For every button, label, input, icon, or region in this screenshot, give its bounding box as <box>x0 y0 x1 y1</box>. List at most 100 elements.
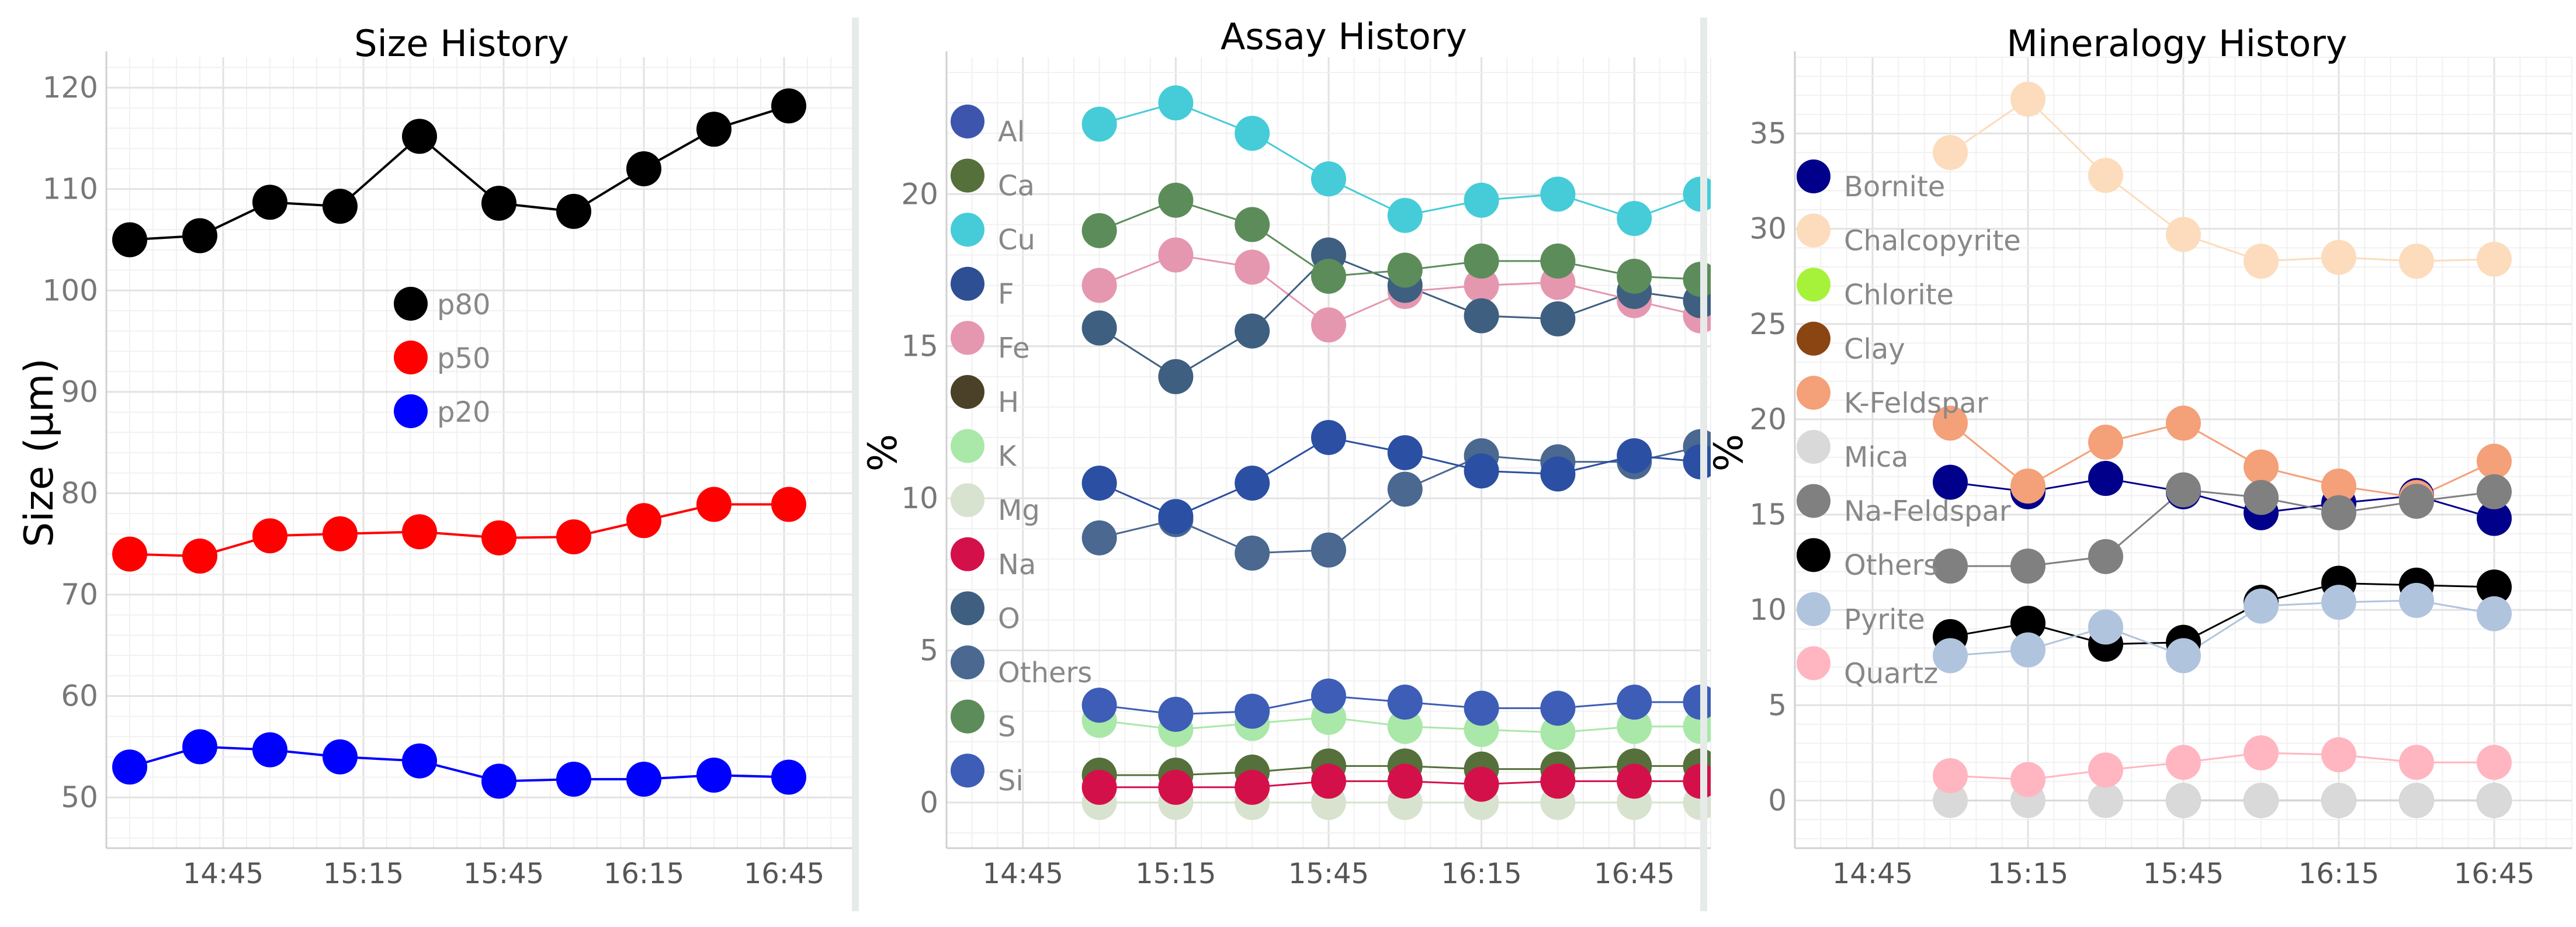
data-point-mica <box>2321 783 2356 818</box>
data-point-fe <box>1158 237 1194 273</box>
y-tick-label: 10 <box>901 481 938 515</box>
data-point-quartz <box>2477 745 2512 780</box>
data-point-p50 <box>556 519 591 555</box>
data-point-others <box>1081 520 1117 555</box>
data-point-chalcopyrite <box>2166 217 2201 252</box>
data-point-unnamed <box>1235 466 1270 501</box>
legend-marker-others <box>1797 538 1830 572</box>
data-point-na <box>1540 763 1576 799</box>
data-point-o <box>1464 298 1499 334</box>
data-point-p50 <box>182 539 217 574</box>
size-history-chart: Size History Size (µm) 50 60 70 80 90 100 110 120… <box>16 22 855 890</box>
data-point-na-feldspar <box>1933 548 1968 584</box>
data-point-p80 <box>696 112 731 147</box>
data-point-p80 <box>252 185 287 220</box>
data-point-pyrite <box>2477 596 2512 631</box>
legend-marker-p20 <box>394 394 428 428</box>
data-point-mica <box>2399 783 2434 818</box>
data-point-s <box>1158 182 1194 218</box>
data-point-pyrite <box>1933 638 1968 673</box>
data-point-si <box>1617 685 1652 720</box>
data-point-mica <box>2166 783 2201 818</box>
data-point-p20 <box>252 732 287 768</box>
legend: Bornite Chalcopyrite Chlorite Clay K-Feldspa… <box>1797 159 2021 690</box>
data-point-na-feldspar <box>2244 480 2279 515</box>
legend-label: p80 <box>437 289 491 321</box>
data-point-o <box>1235 313 1270 349</box>
data-point-chalcopyrite <box>2399 244 2434 279</box>
data-point-p20 <box>402 743 437 779</box>
y-tick-label: 100 <box>43 273 98 307</box>
data-point-p20 <box>556 761 591 797</box>
legend-label: p50 <box>437 342 491 375</box>
legend-marker-mg <box>951 483 984 518</box>
data-point-si <box>1464 690 1499 726</box>
x-tick-label: 16:15 <box>1441 857 1521 890</box>
series-line-p80 <box>129 105 789 241</box>
data-point-s <box>1081 213 1117 248</box>
data-point-na <box>1311 763 1346 799</box>
grid <box>106 57 855 848</box>
legend-label: Cu <box>998 224 1035 256</box>
data-point-cu <box>1617 201 1652 237</box>
y-tick-label: 60 <box>61 679 98 713</box>
data-point-k-feldspar <box>2321 468 2356 504</box>
x-tick-label: 15:15 <box>1988 857 2068 890</box>
data-point-fe <box>1235 249 1270 285</box>
data-point-pyrite <box>2321 585 2356 620</box>
x-tick-label: 15:15 <box>1135 857 1216 890</box>
data-point-unnamed <box>1540 456 1576 492</box>
legend-marker-p80 <box>394 287 428 321</box>
data-point-na-feldspar <box>2088 539 2123 574</box>
data-point-na <box>1387 763 1423 799</box>
y-tick-label: 5 <box>1768 688 1787 722</box>
y-tick-label: 0 <box>1768 783 1787 817</box>
y-tick-label: 90 <box>61 375 98 409</box>
legend-label: K <box>998 440 1017 473</box>
y-tick-label: 80 <box>61 476 98 510</box>
y-tick-label: 10 <box>1749 593 1787 627</box>
data-point-fe <box>1464 268 1499 303</box>
data-point-unnamed <box>1387 435 1423 470</box>
legend-label: Si <box>998 765 1024 797</box>
legend-marker-na <box>951 537 984 571</box>
x-tick-label: 16:45 <box>744 857 824 890</box>
legend-label: Pyrite <box>1844 603 1925 636</box>
data-point-unnamed <box>1081 466 1117 501</box>
data-point-unnamed <box>1464 453 1499 489</box>
data-point-cu <box>1464 182 1499 218</box>
y-tick-label: 50 <box>61 780 98 814</box>
legend-label: Ca <box>998 170 1035 203</box>
assay-history-chart: Assay History% 0 5 10 15 20 14:45 15:15 15:45 16:… <box>860 15 1711 890</box>
data-point-cu <box>1540 176 1576 212</box>
x-tick-label: 15:15 <box>323 857 404 890</box>
legend-label: Al <box>998 116 1025 148</box>
data-point-s <box>1464 243 1499 279</box>
data-point-others <box>2010 606 2045 641</box>
data-point-na <box>1158 769 1194 805</box>
legend: p80 p50 p20 <box>394 287 491 429</box>
data-point-p20 <box>182 729 217 765</box>
data-point-na <box>1081 769 1117 805</box>
data-point-p20 <box>626 761 661 797</box>
data-point-p80 <box>771 88 806 124</box>
series-line-p20 <box>129 745 789 783</box>
legend-marker-ca <box>951 158 984 193</box>
legend-marker-clay <box>1797 321 1830 356</box>
data-point-cu <box>1235 116 1270 151</box>
data-point-k-feldspar <box>2477 443 2512 479</box>
data-point-p50 <box>626 503 661 539</box>
chart-title: Size History <box>354 22 569 65</box>
data-point-cu <box>1081 106 1117 142</box>
data-point-quartz <box>2321 737 2356 773</box>
y-tick-label: 30 <box>1749 212 1787 246</box>
data-point-na-feldspar <box>2321 495 2356 530</box>
x-tick-label: 15:45 <box>463 857 544 890</box>
series-line-p50 <box>129 503 789 558</box>
data-point-p80 <box>182 218 217 254</box>
data-point-p20 <box>771 759 806 795</box>
data-point-bornite <box>2477 501 2512 536</box>
data-point-k-feldspar <box>1933 405 1968 441</box>
data-point-k-feldspar <box>2088 425 2123 460</box>
data-point-others <box>2477 570 2512 605</box>
